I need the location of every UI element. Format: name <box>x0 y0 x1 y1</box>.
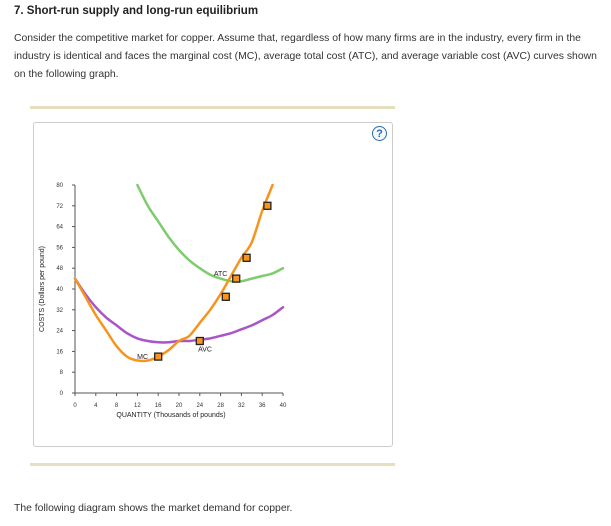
mc-point-marker <box>242 253 251 262</box>
x-tick-label: 12 <box>134 403 141 409</box>
y-tick-label: 56 <box>56 245 63 251</box>
series-avc-curve <box>73 277 285 344</box>
y-tick-label: 80 <box>56 183 63 189</box>
curve-label-atc: ATC <box>214 271 227 278</box>
x-tick-label: 28 <box>217 403 224 409</box>
question-body: Consider the competitive market for copp… <box>14 33 597 80</box>
y-tick-label: 16 <box>56 349 63 355</box>
x-axis-title: QUANTITY (Thousands of pounds) <box>116 412 225 419</box>
y-tick-label: 48 <box>56 266 63 272</box>
x-tick-label: 36 <box>259 403 266 409</box>
x-tick-label: 0 <box>73 403 77 409</box>
y-tick-label: 8 <box>60 370 64 376</box>
x-tick-label: 20 <box>176 403 183 409</box>
question-title: 7. Short-run supply and long-run equilib… <box>14 5 259 17</box>
series-atc-curve <box>136 183 285 283</box>
y-tick-label: 72 <box>56 204 63 210</box>
y-tick-label: 24 <box>56 329 63 335</box>
x-tick-label: 32 <box>238 403 245 409</box>
mc-point-marker <box>232 274 241 283</box>
mc-point-marker <box>195 336 204 346</box>
x-tick-label: 8 <box>115 403 119 409</box>
x-tick-label: 40 <box>280 403 287 409</box>
x-tick-label: 4 <box>94 403 98 409</box>
series-mc-curve <box>73 183 274 363</box>
curve-label-mc: MC <box>137 354 148 361</box>
x-tick-label: 24 <box>196 403 203 409</box>
top-divider <box>30 106 395 109</box>
curve-label-avc: AVC <box>198 346 212 353</box>
y-axis-title: COSTS (Dollars per pound) <box>39 246 46 332</box>
y-tick-label: 64 <box>56 225 63 231</box>
y-tick-label: 0 <box>60 391 64 397</box>
footer-text: The following diagram shows the market d… <box>14 503 293 514</box>
mc-point-marker <box>221 292 230 301</box>
y-tick-label: 32 <box>56 308 63 314</box>
question-mark-icon: ? <box>376 128 383 140</box>
bottom-divider <box>30 463 395 466</box>
mc-point-marker <box>154 352 163 361</box>
y-tick-label: 40 <box>56 287 63 293</box>
mc-point-marker <box>263 201 272 210</box>
help-button[interactable]: ? <box>372 126 387 141</box>
x-tick-label: 16 <box>155 403 162 409</box>
